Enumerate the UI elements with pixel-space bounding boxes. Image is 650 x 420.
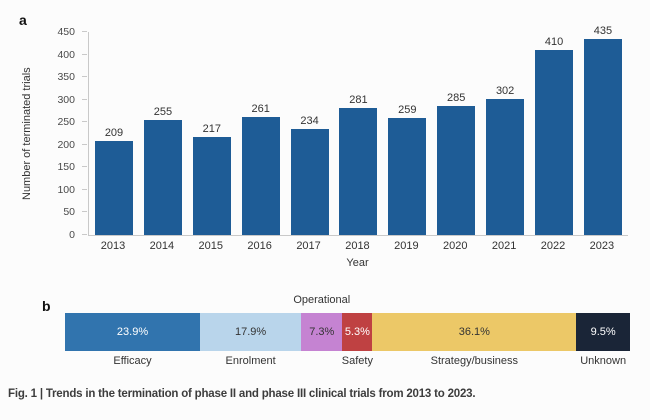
y-tick-label: 200: [57, 138, 75, 151]
bar-slot-2013: 209: [95, 127, 133, 235]
segment-percent-label: 23.9%: [116, 326, 149, 338]
bar-slot-2018: 281: [339, 94, 378, 235]
x-tick-label-2018: 2018: [345, 240, 370, 252]
bar-value-label: 217: [202, 123, 221, 136]
x-tick-label-2021: 2021: [491, 240, 517, 252]
y-tick-label: 450: [57, 26, 75, 38]
bar-slot-2020: 285: [437, 92, 476, 235]
bar-slot-2015: 217: [192, 123, 231, 235]
bar-2019: [388, 118, 427, 235]
y-axis: 0 50 100 150 200 250 300 350 400 450: [0, 26, 88, 241]
y-tick-label: 250: [57, 116, 75, 129]
stacked-bar: 23.9% 17.9% 7.3% 5.3% 36.1% 9.5%: [65, 313, 630, 351]
segment-percent-label: 36.1%: [458, 326, 490, 338]
segment-unknown: 9.5%: [576, 313, 630, 351]
x-tick-label-2023: 2023: [589, 240, 615, 252]
stacked-bar-panel: Operational 23.9% 17.9% 7.3% 5.3% 36.1% 9.5% …: [65, 294, 630, 372]
y-tick-mark: [82, 166, 87, 168]
bar-chart-plot-area: 209 255 217 261 234 281 259 285 302 410 435: [88, 25, 628, 236]
segment-percent-label: 7.3%: [309, 326, 335, 338]
y-tick-mark: [82, 53, 87, 55]
segment-operational: 7.3%: [301, 313, 343, 351]
bar-value-label: 410: [544, 36, 564, 49]
segment-label-operational: Operational: [293, 294, 351, 306]
bar-value-label: 281: [349, 94, 368, 107]
bar-slot-2019: 259: [388, 104, 427, 235]
y-tick-label: 0: [69, 229, 75, 241]
category-label-efficacy: Efficacy: [113, 355, 152, 367]
bar-value-label: 261: [251, 103, 270, 116]
bar-2023: [583, 38, 622, 235]
bar-value-label: 435: [593, 24, 613, 37]
bar-value-label: 255: [153, 105, 173, 118]
bar-group: 209 255 217 261 234 281 259 285 302 410 435: [89, 25, 628, 235]
bar-slot-2023: 435: [583, 24, 622, 235]
y-tick-mark: [82, 188, 87, 190]
segment-strategy-business: 36.1%: [372, 313, 577, 351]
figure-caption: Fig. 1 | Trends in the termination of ph…: [8, 388, 476, 400]
bar-2022: [535, 50, 574, 235]
x-tick-label-2013: 2013: [100, 240, 126, 252]
category-label-strategy-business: Strategy/business: [430, 355, 519, 367]
panel-a-label: a: [19, 12, 27, 28]
bar-value-label: 209: [104, 126, 124, 139]
x-tick-label-2022: 2022: [540, 240, 566, 252]
y-tick-mark: [82, 76, 87, 78]
bar-2013: [95, 140, 133, 235]
segment-enrolment: 17.9%: [200, 313, 302, 351]
bar-slot-2021: 302: [486, 84, 525, 235]
y-tick-mark: [82, 234, 87, 235]
bar-2021: [486, 98, 525, 235]
bar-2016: [241, 117, 280, 235]
y-tick-label: 400: [57, 48, 75, 61]
y-tick-label: 300: [57, 93, 75, 106]
bar-slot-2014: 255: [143, 105, 182, 235]
bar-value-label: 302: [495, 84, 515, 97]
bar-value-label: 259: [398, 104, 417, 117]
y-tick-mark: [82, 31, 87, 32]
bar-2014: [143, 119, 182, 235]
x-tick-label-2014: 2014: [149, 240, 175, 252]
y-tick-label: 150: [57, 161, 75, 174]
category-label-safety: Safety: [341, 355, 373, 367]
segment-percent-label: 17.9%: [234, 326, 267, 338]
x-axis-title: Year: [346, 257, 369, 269]
panel-b-label: b: [42, 298, 51, 314]
bar-slot-2022: 410: [535, 36, 574, 235]
bar-2017: [290, 129, 329, 235]
bar-value-label: 234: [300, 115, 319, 128]
y-tick-mark: [82, 143, 87, 145]
y-tick-mark: [82, 98, 87, 100]
x-tick-label-2015: 2015: [198, 240, 224, 252]
segment-efficacy: 23.9%: [65, 313, 201, 351]
bar-2018: [339, 108, 378, 235]
y-tick-label: 50: [63, 206, 75, 219]
y-tick-mark: [82, 211, 87, 213]
x-axis-tick-labels: 2013 2014 2015 2016 2017 2018 2019 2020 2021 2022…: [88, 240, 627, 252]
segment-percent-label: 9.5%: [590, 326, 616, 338]
segment-safety: 5.3%: [342, 313, 373, 351]
x-tick-label-2020: 2020: [442, 240, 468, 252]
y-tick-mark: [82, 121, 87, 123]
segment-percent-label: 5.3%: [344, 326, 370, 338]
bar-slot-2016: 261: [241, 103, 280, 235]
bar-2015: [192, 137, 231, 235]
x-tick-label-2016: 2016: [247, 240, 272, 252]
y-tick-label: 350: [57, 71, 75, 84]
x-tick-label-2019: 2019: [394, 240, 419, 252]
category-label-unknown: Unknown: [580, 355, 627, 367]
bar-slot-2017: 234: [290, 115, 329, 235]
category-label-enrolment: Enrolment: [225, 355, 276, 367]
bar-value-label: 285: [447, 92, 466, 105]
x-tick-label-2017: 2017: [296, 240, 321, 252]
y-tick-label: 100: [57, 183, 75, 196]
bar-2020: [437, 106, 476, 235]
